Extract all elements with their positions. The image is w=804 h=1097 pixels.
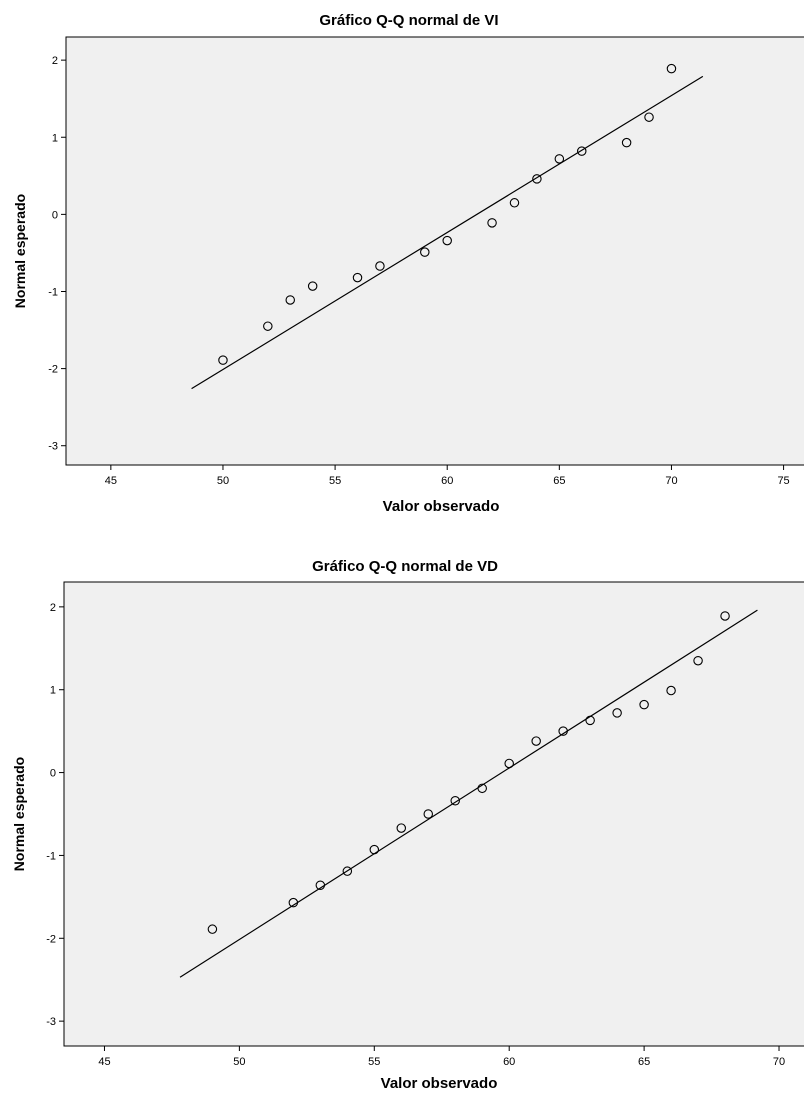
data-point — [315, 880, 326, 891]
x-tick-label: 65 — [638, 1056, 650, 1068]
x-tick-label: 60 — [503, 1056, 515, 1068]
y-tick-label: -3 — [48, 441, 58, 453]
data-point — [487, 218, 497, 228]
y-axis-vd: -3 -2 -1 0 1 2 — [46, 602, 64, 1028]
data-point — [420, 247, 430, 257]
data-point — [352, 272, 363, 283]
data-points-vi — [218, 63, 677, 365]
y-tick-label: 0 — [52, 209, 58, 221]
x-axis-label-vi: Valor observado — [383, 498, 500, 515]
data-point — [442, 235, 452, 246]
y-tick-label: -2 — [48, 364, 58, 376]
y-axis-label-vd: Normal esperado — [11, 757, 27, 871]
qq-plot-vd: Gráfico Q-Q normal de VD -3 -2 -1 0 1 2 45 50 5… — [11, 558, 804, 1092]
data-point — [285, 295, 295, 305]
data-point — [621, 137, 632, 148]
data-point — [263, 321, 273, 331]
x-tick-label: 45 — [105, 475, 117, 487]
data-points-vd — [207, 611, 730, 934]
y-tick-label: 1 — [50, 685, 56, 697]
y-tick-label: 1 — [52, 132, 58, 144]
data-point — [612, 708, 622, 718]
x-tick-label: 50 — [233, 1056, 245, 1068]
data-point — [531, 736, 541, 746]
data-point — [693, 655, 703, 666]
data-point — [666, 63, 677, 74]
data-point — [218, 355, 228, 365]
data-point — [375, 261, 385, 271]
y-tick-label: -1 — [48, 286, 58, 298]
x-tick-label: 55 — [329, 475, 341, 487]
data-point — [554, 154, 565, 164]
chart-title-vi: Gráfico Q-Q normal de VI — [319, 12, 498, 29]
data-point — [532, 174, 542, 184]
x-tick-label: 45 — [98, 1056, 110, 1068]
data-point — [720, 611, 730, 621]
y-tick-label: -3 — [46, 1016, 56, 1028]
data-point — [342, 866, 353, 876]
plot-area-vi — [65, 36, 804, 466]
x-tick-label: 70 — [773, 1056, 785, 1068]
data-point — [450, 795, 460, 806]
y-tick-label: -2 — [46, 933, 56, 945]
x-axis-vd: 45 50 55 60 65 70 — [98, 1046, 785, 1068]
data-point — [369, 844, 380, 855]
y-tick-label: -1 — [46, 850, 56, 862]
data-point — [477, 783, 487, 794]
y-axis-label-vi: Normal esperado — [12, 194, 28, 308]
chart-title-vd: Gráfico Q-Q normal de VD — [312, 558, 498, 575]
x-tick-label: 75 — [777, 475, 789, 487]
data-point — [396, 823, 407, 833]
data-point — [558, 726, 568, 736]
x-tick-label: 70 — [665, 475, 677, 487]
y-tick-label: 0 — [50, 768, 56, 780]
x-tick-label: 55 — [368, 1056, 380, 1068]
data-point — [504, 758, 514, 769]
y-tick-label: 2 — [52, 55, 58, 67]
reference-line-vi — [191, 75, 704, 390]
x-tick-label: 65 — [553, 475, 565, 487]
data-point — [307, 281, 318, 291]
y-tick-label: 2 — [50, 602, 56, 614]
qq-plot-vi: Gráfico Q-Q normal de VI -3 -2 -1 0 1 2 45 50 5… — [12, 12, 804, 515]
x-tick-label: 60 — [441, 475, 453, 487]
data-point — [666, 685, 676, 696]
x-axis-vi: 45 50 55 60 65 70 75 — [105, 465, 790, 487]
data-point — [585, 715, 595, 726]
data-point — [639, 699, 649, 710]
data-point — [423, 809, 434, 819]
x-tick-label: 50 — [217, 475, 229, 487]
reference-line-vd — [179, 609, 758, 978]
data-point — [577, 146, 587, 156]
data-point — [644, 112, 654, 122]
y-axis-vi: -3 -2 -1 0 1 2 — [48, 55, 66, 453]
data-point — [288, 897, 299, 908]
x-axis-label-vd: Valor observado — [381, 1075, 498, 1092]
data-point — [207, 924, 218, 934]
data-point — [509, 198, 520, 208]
